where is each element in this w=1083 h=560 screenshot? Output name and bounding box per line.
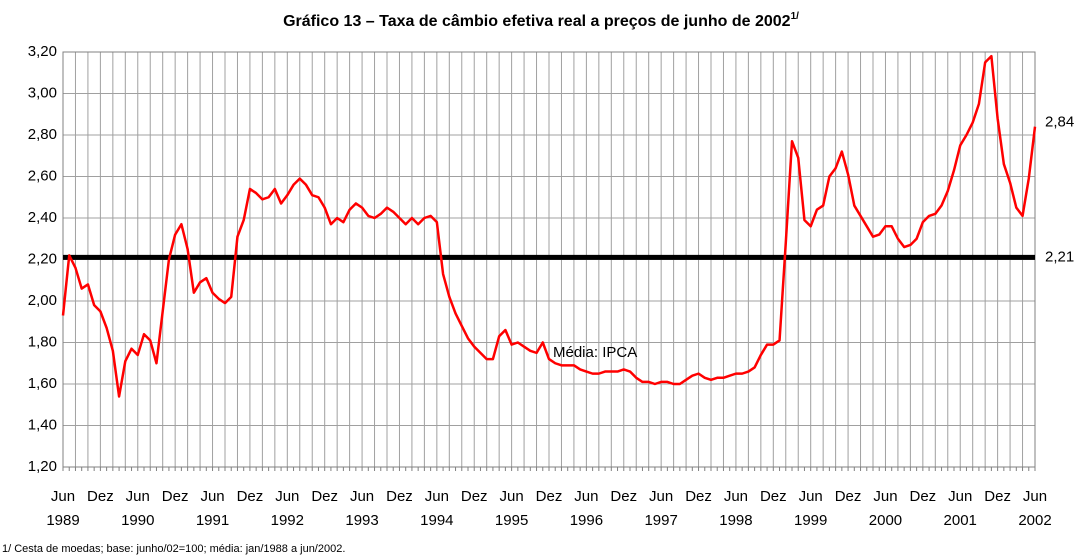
- x-tick-label: Dez: [685, 488, 712, 505]
- y-tick-label: 3,00: [28, 84, 57, 101]
- x-tick-label: Jun 1997: [644, 488, 677, 529]
- x-tick-label: Jun 1989: [46, 488, 79, 529]
- x-tick-label: Dez: [984, 488, 1011, 505]
- y-tick-label: 2,80: [28, 126, 57, 143]
- y-tick-label: 1,60: [28, 375, 57, 392]
- x-tick-label: Dez: [237, 488, 264, 505]
- x-tick-label: Jun 2000: [869, 488, 902, 529]
- x-tick-label: Jun 2002: [1018, 488, 1051, 529]
- footnote: 1/ Cesta de moedas; base: junho/02=100; …: [2, 543, 345, 555]
- y-tick-label: 2,20: [28, 250, 57, 267]
- y-tick-label: 2,00: [28, 292, 57, 309]
- end-value-label: 2,84: [1045, 114, 1074, 131]
- y-tick-label: 3,20: [28, 43, 57, 60]
- title-superscript: 1/: [791, 11, 800, 22]
- x-tick-label: Dez: [87, 488, 114, 505]
- mean-label: 2,21: [1045, 248, 1074, 265]
- x-tick-label: Jun 1999: [794, 488, 827, 529]
- x-tick-label: Dez: [461, 488, 488, 505]
- data-line: [61, 54, 1037, 398]
- x-tick-label: Jun 1996: [570, 488, 603, 529]
- x-tick-label: Dez: [311, 488, 338, 505]
- x-tick-label: Jun 1992: [271, 488, 304, 529]
- title-text: Gráfico 13 – Taxa de câmbio efetiva real…: [283, 13, 791, 30]
- x-tick-label: Jun 1998: [719, 488, 752, 529]
- x-tick-label: Jun 1990: [121, 488, 154, 529]
- y-tick-label: 1,80: [28, 333, 57, 350]
- x-tick-label: Dez: [835, 488, 862, 505]
- x-tick-label: Jun 1993: [345, 488, 378, 529]
- chart-title: Gráfico 13 – Taxa de câmbio efetiva real…: [283, 11, 799, 31]
- y-tick-label: 2,60: [28, 167, 57, 184]
- y-tick-label: 1,40: [28, 416, 57, 433]
- x-tick-label: Dez: [536, 488, 563, 505]
- y-tick-label: 1,20: [28, 458, 57, 475]
- y-tick-label: 2,40: [28, 209, 57, 226]
- x-tick-label: Jun 1994: [420, 488, 453, 529]
- x-tick-label: Jun 2001: [944, 488, 977, 529]
- x-tick-label: Dez: [610, 488, 637, 505]
- x-tick-label: Jun 1995: [495, 488, 528, 529]
- mean-annotation: Média: IPCA: [553, 344, 637, 361]
- x-tick-label: Dez: [162, 488, 189, 505]
- x-tick-label: Dez: [910, 488, 937, 505]
- x-tick-label: Dez: [760, 488, 787, 505]
- x-tick-label: Dez: [386, 488, 413, 505]
- x-tick-label: Jun 1991: [196, 488, 229, 529]
